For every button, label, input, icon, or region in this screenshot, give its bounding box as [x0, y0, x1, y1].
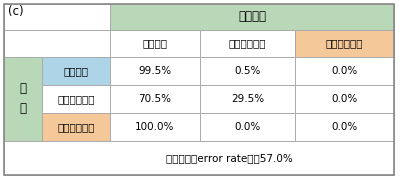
Bar: [4, 30, 110, 57]
Bar: [200, 57, 295, 85]
Bar: [110, 30, 200, 57]
Text: 100.0%: 100.0%: [135, 122, 175, 132]
Text: 0.0%: 0.0%: [331, 122, 358, 132]
Text: 0.0%: 0.0%: [234, 122, 261, 132]
Text: 0.0%: 0.0%: [331, 66, 358, 76]
Bar: [200, 85, 295, 113]
Text: 誤判別率（error rate）＝57.0%: 誤判別率（error rate）＝57.0%: [166, 153, 292, 163]
Bar: [295, 113, 394, 141]
Text: (c): (c): [8, 6, 24, 18]
Text: 真: 真: [20, 83, 26, 96]
Text: ブラジル: ブラジル: [142, 38, 168, 49]
Bar: [42, 85, 110, 113]
Bar: [200, 113, 295, 141]
Bar: [4, 141, 394, 175]
Bar: [200, 30, 295, 57]
Bar: [110, 4, 394, 30]
Bar: [42, 57, 110, 85]
Bar: [295, 85, 394, 113]
Text: 70.5%: 70.5%: [138, 94, 172, 104]
Text: 99.5%: 99.5%: [138, 66, 172, 76]
Text: 29.5%: 29.5%: [231, 94, 264, 104]
Bar: [4, 4, 110, 30]
Bar: [110, 57, 200, 85]
Text: ナイジェリア: ナイジェリア: [326, 38, 363, 49]
Bar: [4, 57, 42, 141]
Text: ブラジル: ブラジル: [64, 66, 88, 76]
Text: 0.0%: 0.0%: [331, 94, 358, 104]
Bar: [110, 113, 200, 141]
Text: モザンビーク: モザンビーク: [229, 38, 266, 49]
Bar: [110, 85, 200, 113]
Text: 分析結果: 分析結果: [238, 11, 266, 23]
Text: ナイジェリア: ナイジェリア: [57, 122, 95, 132]
Bar: [295, 57, 394, 85]
Text: 値: 値: [20, 103, 26, 115]
Text: モザンビーク: モザンビーク: [57, 94, 95, 104]
Bar: [295, 30, 394, 57]
Bar: [42, 113, 110, 141]
Text: 0.5%: 0.5%: [234, 66, 261, 76]
